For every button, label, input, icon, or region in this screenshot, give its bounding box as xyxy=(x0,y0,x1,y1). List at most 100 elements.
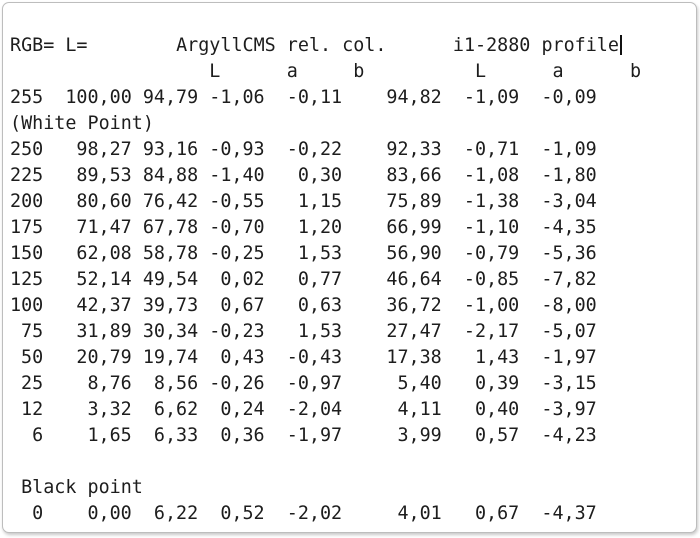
cell-target-L: 3,32 xyxy=(87,399,132,420)
data-row: 200 80,60 76,42 -0,55 1,15 75,89 -1,38 -3,04 xyxy=(10,189,692,215)
cell-target-L: 42,37 xyxy=(76,295,132,316)
data-row: 125 52,14 49,54 0,02 0,77 46,64 -0,85 -7,82 xyxy=(10,267,692,293)
cell-i1-b: -4,23 xyxy=(541,425,597,446)
cell-argyll-a: 0,43 xyxy=(220,347,265,368)
cell-argyll-L: 6,33 xyxy=(153,425,199,446)
cell-rgb: 75 xyxy=(21,321,44,342)
data-row: 255 100,00 94,79 -1,06 -0,11 94,82 -1,09 -0,09 xyxy=(10,85,692,111)
cell-rgb: 255 xyxy=(10,87,44,108)
cell-argyll-L: 58,78 xyxy=(142,243,199,264)
column-header-line: RGB= L= ArgyllCMS rel. col. i1-2880 profile xyxy=(10,33,692,59)
cell-i1-b: -0,09 xyxy=(541,87,597,108)
cell-i1-b: -5,36 xyxy=(541,243,597,264)
subcol-i1-b: b xyxy=(630,61,642,82)
cell-i1-a: -2,17 xyxy=(463,321,520,342)
text-caret xyxy=(619,35,622,55)
cell-i1-b: -4,37 xyxy=(541,503,597,524)
cell-target-L: 31,89 xyxy=(76,321,132,342)
cell-argyll-a: -0,25 xyxy=(209,243,265,264)
cell-rgb: 25 xyxy=(21,373,44,394)
cell-i1-L: 66,99 xyxy=(386,217,442,238)
cell-i1-L: 75,89 xyxy=(386,191,442,212)
rgb-equals-label: RGB= xyxy=(10,35,55,56)
cell-argyll-L: 30,34 xyxy=(142,321,199,342)
subcol-i1-L: L xyxy=(475,61,487,82)
cell-i1-a: 0,39 xyxy=(474,373,520,394)
data-row: 50 20,79 19,74 0,43 -0,43 17,38 1,43 -1,97 xyxy=(10,345,692,371)
subcol-argyll-L: L xyxy=(209,61,221,82)
cell-argyll-b: 0,77 xyxy=(297,269,343,290)
cell-argyll-L: 6,22 xyxy=(153,503,199,524)
black-point-label: Black point xyxy=(21,477,143,498)
data-row: 175 71,47 67,78 -0,70 1,20 66,99 -1,10 -4,35 xyxy=(10,215,692,241)
data-row: 25 8,76 8,56 -0,26 -0,97 5,40 0,39 -3,15 xyxy=(10,371,692,397)
cell-i1-L: 36,72 xyxy=(386,295,442,316)
cell-argyll-b: 0,30 xyxy=(297,165,343,186)
cell-i1-a: -0,79 xyxy=(463,243,520,264)
subcol-argyll-a: a xyxy=(286,61,298,82)
cell-target-L: 62,08 xyxy=(76,243,132,264)
cell-argyll-L: 84,88 xyxy=(142,165,199,186)
cell-argyll-b: -2,02 xyxy=(286,503,343,524)
cell-i1-b: -1,09 xyxy=(541,139,597,160)
data-row: 100 42,37 39,73 0,67 0,63 36,72 -1,00 -8,00 xyxy=(10,293,692,319)
argyll-group-label: ArgyllCMS rel. col. xyxy=(176,35,387,56)
cell-i1-b: -3,15 xyxy=(541,373,597,394)
cell-i1-L: 5,40 xyxy=(397,373,442,394)
cell-rgb: 50 xyxy=(21,347,44,368)
cell-argyll-a: 0,24 xyxy=(220,399,265,420)
blank-line xyxy=(10,449,692,475)
cell-i1-a: 0,57 xyxy=(474,425,520,446)
i1-profile-group-label: i1-2880 profile xyxy=(452,35,619,56)
cell-argyll-b: 1,15 xyxy=(297,191,343,212)
cell-i1-a: 0,40 xyxy=(474,399,520,420)
cell-i1-L: 94,82 xyxy=(386,87,442,108)
cell-rgb: 100 xyxy=(10,295,44,316)
cell-i1-a: -1,09 xyxy=(463,87,520,108)
cell-i1-b: -3,04 xyxy=(541,191,597,212)
subcol-i1-a: a xyxy=(552,61,564,82)
cell-i1-L: 56,90 xyxy=(386,243,442,264)
cell-target-L: 0,00 xyxy=(87,503,132,524)
data-row: 75 31,89 30,34 -0,23 1,53 27,47 -2,17 -5,07 xyxy=(10,319,692,345)
cell-i1-b: -7,82 xyxy=(541,269,597,290)
cell-argyll-L: 76,42 xyxy=(142,191,199,212)
cell-argyll-a: -0,26 xyxy=(209,373,265,394)
cell-argyll-b: -1,97 xyxy=(286,425,343,446)
white-point-label: (White Point) xyxy=(10,113,154,134)
data-row: 6 1,65 6,33 0,36 -1,97 3,99 0,57 -4,23 xyxy=(10,423,692,449)
cell-argyll-b: 1,20 xyxy=(297,217,343,238)
cell-i1-L: 4,01 xyxy=(397,503,442,524)
text-editor-area[interactable]: RGB= L= ArgyllCMS rel. col. i1-2880 profile… xyxy=(2,2,697,533)
cell-rgb: 125 xyxy=(10,269,44,290)
cell-target-L: 1,65 xyxy=(87,425,132,446)
cell-target-L: 89,53 xyxy=(76,165,132,186)
cell-rgb: 0 xyxy=(32,503,44,524)
cell-argyll-L: 94,79 xyxy=(142,87,199,108)
cell-i1-L: 46,64 xyxy=(386,269,442,290)
cell-argyll-b: 1,53 xyxy=(297,321,343,342)
cell-argyll-a: -0,55 xyxy=(209,191,265,212)
cell-argyll-L: 19,74 xyxy=(142,347,199,368)
data-row: 250 98,27 93,16 -0,93 -0,22 92,33 -0,71 -1,09 xyxy=(10,137,692,163)
cell-rgb: 12 xyxy=(21,399,44,420)
l-equals-label: L= xyxy=(65,35,88,56)
cell-argyll-a: 0,36 xyxy=(220,425,265,446)
black-point-heading: Black point xyxy=(10,475,692,501)
cell-rgb: 225 xyxy=(10,165,44,186)
cell-i1-a: -1,10 xyxy=(463,217,520,238)
cell-target-L: 8,76 xyxy=(87,373,132,394)
cell-target-L: 20,79 xyxy=(76,347,132,368)
cell-i1-L: 92,33 xyxy=(386,139,442,160)
cell-i1-a: -0,85 xyxy=(463,269,520,290)
cell-i1-L: 4,11 xyxy=(397,399,442,420)
cell-argyll-b: -0,22 xyxy=(286,139,343,160)
cell-argyll-b: -0,43 xyxy=(286,347,343,368)
cell-argyll-L: 39,73 xyxy=(142,295,199,316)
cell-rgb: 250 xyxy=(10,139,44,160)
cell-argyll-a: -1,40 xyxy=(209,165,265,186)
cell-target-L: 80,60 xyxy=(76,191,132,212)
white-point-note: (White Point) xyxy=(10,111,692,137)
cell-argyll-L: 8,56 xyxy=(153,373,199,394)
